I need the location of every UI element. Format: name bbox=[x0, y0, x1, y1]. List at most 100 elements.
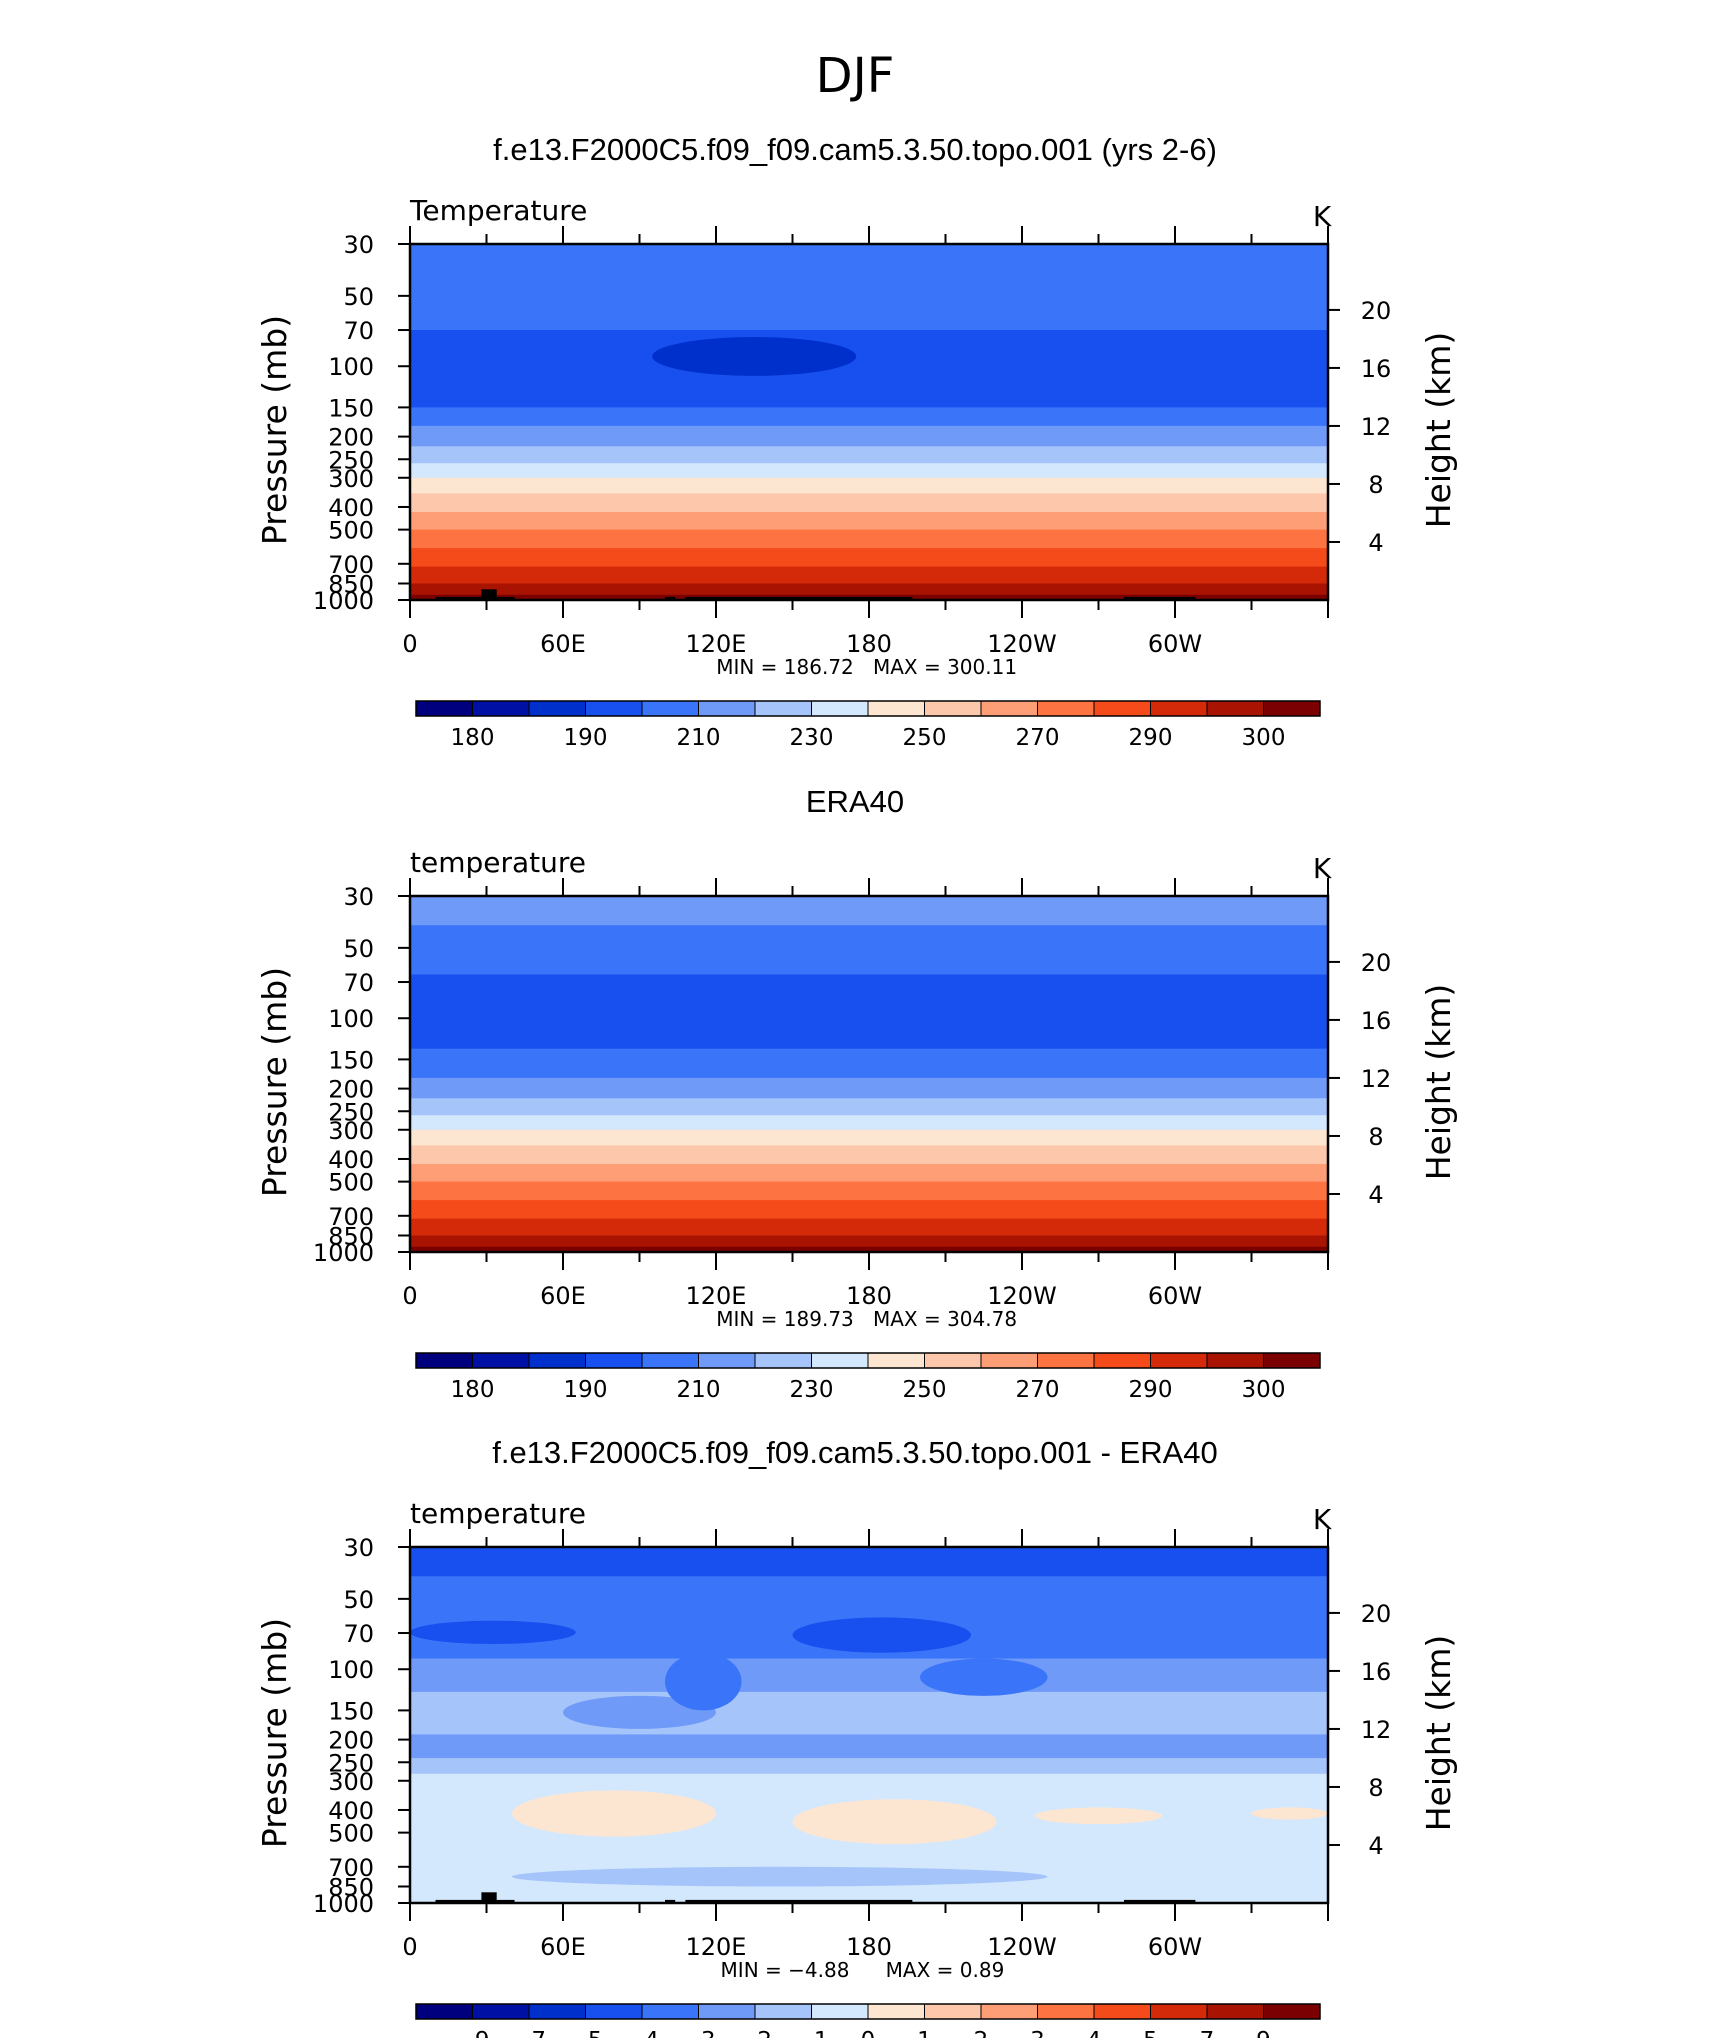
contour-band bbox=[410, 244, 1328, 286]
y-right-tick-label: 12 bbox=[1361, 413, 1392, 441]
colorbar-box bbox=[1093, 2003, 1151, 2020]
y-tick-label: 150 bbox=[328, 394, 374, 422]
contour-band bbox=[410, 548, 1328, 568]
y-tick-label: 200 bbox=[328, 1727, 374, 1755]
colorbar-box bbox=[867, 2003, 925, 2020]
y-tick-label: 150 bbox=[328, 1046, 374, 1074]
contour-band bbox=[410, 529, 1328, 549]
y-right-axis-label: Height (km) bbox=[1419, 332, 1458, 529]
y-tick-label: 500 bbox=[328, 1820, 374, 1848]
colorbar-box bbox=[867, 700, 925, 717]
topography bbox=[685, 1899, 913, 1903]
contour-feature bbox=[644, 1547, 755, 1571]
y-tick-label: 300 bbox=[328, 465, 374, 493]
colorbar-box bbox=[1037, 2003, 1095, 2020]
variable-label: Temperature bbox=[409, 194, 587, 227]
contour-band bbox=[410, 425, 1328, 447]
y-right-tick-label: 8 bbox=[1368, 1123, 1383, 1151]
colorbar-box bbox=[754, 2003, 812, 2020]
max-label: MAX = 300.11 bbox=[873, 655, 1017, 679]
y-tick-label: 50 bbox=[343, 1586, 374, 1614]
min-label: MIN = 186.72 bbox=[716, 655, 854, 679]
y-tick-label: 200 bbox=[328, 1076, 374, 1104]
panel-1: f.e13.F2000C5.f09_f09.cam5.3.50.topo.001… bbox=[255, 132, 1458, 751]
colorbar-box bbox=[585, 700, 643, 717]
colorbar-label: 3 bbox=[1030, 2028, 1045, 2038]
topography bbox=[685, 596, 913, 600]
colorbar-box bbox=[1206, 2003, 1264, 2020]
colorbar-label: 190 bbox=[564, 1377, 608, 1403]
y-tick-label: 200 bbox=[328, 424, 374, 452]
x-tick-label: 120E bbox=[686, 1933, 747, 1961]
variable-label: temperature bbox=[410, 1497, 586, 1530]
x-tick-label: 60W bbox=[1148, 1282, 1202, 1310]
colorbar-label: −5 bbox=[569, 2028, 603, 2038]
contour-band bbox=[410, 1145, 1328, 1165]
y-tick-label: 30 bbox=[343, 231, 374, 259]
colorbar-box bbox=[811, 2003, 869, 2020]
colorbar-box bbox=[641, 2003, 699, 2020]
contour-feature bbox=[512, 1866, 1048, 1887]
colorbar-box bbox=[698, 700, 756, 717]
colorbar-label: 190 bbox=[564, 725, 608, 751]
min-label: MIN = −4.88 bbox=[721, 1958, 850, 1982]
x-tick-label: 120W bbox=[987, 630, 1057, 658]
colorbar-label: −1 bbox=[795, 2028, 829, 2038]
y-tick-label: 100 bbox=[328, 1005, 374, 1033]
colorbar-box bbox=[980, 2003, 1038, 2020]
topography bbox=[665, 1899, 676, 1903]
colorbar-box bbox=[1263, 2003, 1321, 2020]
colorbar-label: 300 bbox=[1242, 725, 1286, 751]
contour-band bbox=[410, 1098, 1328, 1116]
y-right-tick-label: 12 bbox=[1361, 1716, 1392, 1744]
y-tick-label: 1000 bbox=[313, 1890, 374, 1918]
contour-feature bbox=[1034, 1807, 1163, 1825]
y-axis-label: Pressure (mb) bbox=[255, 315, 294, 545]
x-tick-label: 60E bbox=[540, 1933, 586, 1961]
colorbar-box bbox=[1206, 700, 1264, 717]
colorbar-label: 290 bbox=[1129, 725, 1173, 751]
panel-title: f.e13.F2000C5.f09_f09.cam5.3.50.topo.001… bbox=[492, 1435, 1218, 1470]
colorbar-box bbox=[811, 700, 869, 717]
y-tick-label: 1000 bbox=[313, 587, 374, 615]
contour-band bbox=[410, 1734, 1328, 1759]
colorbar-label: 270 bbox=[1016, 1377, 1060, 1403]
colorbar-box bbox=[585, 1352, 643, 1369]
panel-title: ERA40 bbox=[806, 784, 904, 819]
contour-band bbox=[410, 1048, 1328, 1079]
y-tick-label: 400 bbox=[328, 1797, 374, 1825]
colorbar-box bbox=[641, 700, 699, 717]
colorbar-box bbox=[754, 700, 812, 717]
contour-band bbox=[410, 366, 1328, 394]
y-tick-label: 100 bbox=[328, 1656, 374, 1684]
colorbar-label: 230 bbox=[790, 725, 834, 751]
max-label: MAX = 304.78 bbox=[873, 1307, 1017, 1331]
y-right-tick-label: 12 bbox=[1361, 1065, 1392, 1093]
y-tick-label: 400 bbox=[328, 494, 374, 522]
y-tick-label: 250 bbox=[328, 1749, 374, 1777]
panel-title: f.e13.F2000C5.f09_f09.cam5.3.50.topo.001… bbox=[493, 132, 1217, 167]
colorbar-label: 270 bbox=[1016, 725, 1060, 751]
contour-band bbox=[410, 1691, 1328, 1735]
colorbar-frame bbox=[415, 1352, 1321, 1369]
topography bbox=[1124, 596, 1196, 600]
y-right-tick-label: 20 bbox=[1361, 297, 1392, 325]
y-right-tick-label: 8 bbox=[1368, 471, 1383, 499]
colorbar-box bbox=[1150, 700, 1208, 717]
y-right-axis-label: Height (km) bbox=[1419, 1635, 1458, 1832]
colorbar-label: 180 bbox=[451, 1377, 495, 1403]
x-tick-label: 180 bbox=[846, 630, 892, 658]
colorbar-label: 210 bbox=[677, 1377, 721, 1403]
colorbar-box bbox=[1093, 1352, 1151, 1369]
y-right-axis-label: Height (km) bbox=[1419, 984, 1458, 1181]
y-right-tick-label: 16 bbox=[1361, 355, 1392, 383]
colorbar-box bbox=[980, 700, 1038, 717]
colorbar-box bbox=[924, 2003, 982, 2020]
contour-band bbox=[410, 392, 1328, 408]
y-axis-label: Pressure (mb) bbox=[255, 967, 294, 1197]
y-tick-label: 700 bbox=[328, 1203, 374, 1231]
contour-feature bbox=[792, 1799, 997, 1845]
colorbar-box bbox=[472, 2003, 530, 2020]
contour-feature bbox=[512, 1790, 716, 1837]
colorbar-box bbox=[641, 1352, 699, 1369]
